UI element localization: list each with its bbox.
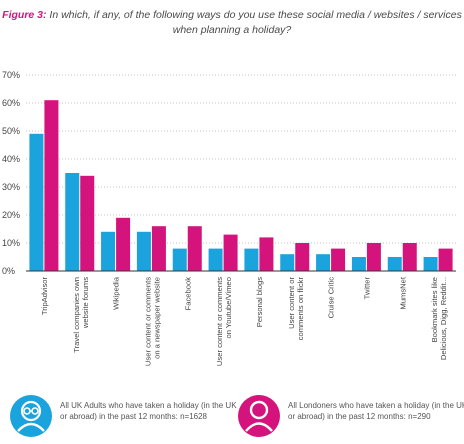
title-line-1: In which, if any, of the following ways …	[46, 9, 462, 21]
y-tick-label: 0%	[2, 266, 15, 276]
category-label-line: Personal blogs	[255, 277, 264, 327]
bar-london	[366, 243, 381, 271]
legend-london-text: All Londoners who have taken a holiday (…	[288, 401, 464, 421]
y-tick-label: 50%	[2, 126, 20, 136]
bar-london	[295, 243, 310, 271]
y-tick-label: 60%	[2, 98, 20, 108]
y-tick-label: 20%	[2, 210, 20, 220]
bar-london	[223, 234, 238, 271]
person-icon	[238, 395, 280, 437]
legend-uk: All UK Adults who have taken a holiday (…	[10, 395, 237, 439]
category-label-line: Delicious, Digg, Reddit...	[439, 277, 448, 360]
category-label: Twitter	[362, 277, 371, 300]
category-label-line: Bookmark sites like	[430, 277, 439, 342]
category-label-line: on a newspaper website	[152, 277, 161, 359]
category-label: User content orcomments on flickr	[287, 277, 305, 341]
bar-london	[116, 217, 131, 271]
category-label-line: website forums	[81, 277, 90, 329]
figure-label: Figure 3:	[2, 9, 47, 21]
category-label-line: User content or comments	[143, 277, 152, 366]
category-label-line: MumsNet	[398, 276, 407, 309]
bar-london	[80, 175, 95, 271]
category-label: Facebook	[183, 277, 192, 311]
category-label: User content or commentson a newspaper w…	[143, 277, 161, 366]
bar-london	[259, 237, 274, 271]
bar-london	[402, 243, 417, 271]
person-with-glasses-icon	[10, 395, 52, 437]
category-label-line: Facebook	[183, 277, 192, 311]
bar-uk	[136, 231, 151, 271]
category-label-line: Twitter	[362, 277, 371, 300]
category-label: TripAdvisor	[40, 277, 49, 316]
bar-chart: 0% 10% 20% 30% 40% 50% 60% 70% TripAdvisor Travel…	[2, 70, 456, 366]
category-label-line: TripAdvisor	[40, 277, 49, 316]
title-line-2: when planning a holiday?	[172, 24, 292, 36]
bar-uk	[316, 254, 331, 271]
legend-uk-text: All UK Adults who have taken a holiday (…	[60, 401, 237, 421]
bar-london	[151, 226, 166, 271]
bar-uk	[280, 254, 295, 271]
bar-uk	[387, 257, 402, 271]
legend-london: All Londoners who have taken a holiday (…	[238, 395, 464, 439]
bar-uk	[244, 248, 259, 271]
category-label: User content or commentson Youtube/Vimeo	[215, 277, 233, 366]
bar-london	[438, 248, 453, 271]
bar-uk	[351, 257, 366, 271]
category-label-line: User content or comments	[215, 277, 224, 366]
bar-london	[44, 100, 59, 271]
y-tick-label: 10%	[2, 238, 20, 248]
bar-uk	[65, 173, 80, 271]
category-label-line: comments on flickr	[296, 277, 305, 341]
bar-uk	[29, 133, 44, 271]
category-label: Cruise Critic	[327, 277, 336, 319]
category-label: Personal blogs	[255, 277, 264, 327]
y-tick-label: 40%	[2, 154, 20, 164]
chart-title: Figure 3: In which, if any, of the follo…	[0, 8, 464, 38]
category-label: MumsNet	[398, 276, 407, 309]
y-tick-label: 30%	[2, 182, 20, 192]
category-label-line: Travel companies own	[72, 277, 81, 353]
category-label: Travel companies ownwebsite forums	[72, 277, 90, 353]
bar-uk	[208, 248, 223, 271]
bar-uk	[423, 257, 438, 271]
category-label-line: Cruise Critic	[327, 277, 336, 319]
bar-london	[187, 226, 202, 271]
category-label: Wikipedia	[112, 276, 121, 310]
category-label-line: User content or	[287, 277, 296, 329]
category-label-line: Wikipedia	[112, 276, 121, 310]
category-label-line: on Youtube/Vimeo	[224, 277, 233, 339]
y-tick-label: 70%	[2, 70, 20, 80]
bar-london	[331, 248, 346, 271]
bar-uk	[101, 231, 116, 271]
category-label: Bookmark sites likeDelicious, Digg, Redd…	[430, 277, 448, 360]
bar-uk	[172, 248, 187, 271]
